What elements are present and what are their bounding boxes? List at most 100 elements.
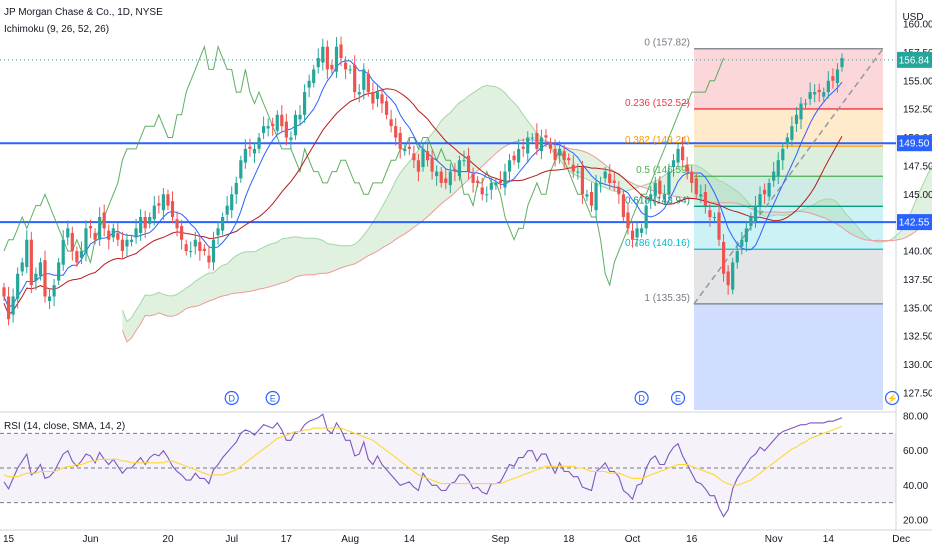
- candle-body: [498, 180, 503, 183]
- candle-body: [721, 241, 726, 274]
- candle-body: [143, 217, 147, 229]
- candle-body: [758, 194, 762, 206]
- time-tick-label: Jul: [225, 534, 238, 545]
- candle-body: [116, 232, 120, 240]
- candle-body: [571, 164, 575, 172]
- candle-body: [799, 103, 803, 120]
- candle-body: [626, 212, 630, 229]
- event-marker-label: E: [270, 394, 276, 404]
- hline-price-badge: [897, 135, 932, 152]
- candle-body: [152, 205, 156, 220]
- candle-body: [161, 194, 166, 211]
- candle-body: [840, 58, 844, 68]
- candle-body: [348, 69, 352, 71]
- candle-body: [375, 92, 380, 99]
- candle-body: [753, 205, 758, 222]
- candle-body: [312, 69, 316, 84]
- candle-body: [139, 217, 143, 233]
- candle-body: [558, 148, 562, 156]
- candle-body: [134, 228, 138, 238]
- leading-span-b: [121, 139, 932, 343]
- candle-body: [744, 228, 748, 242]
- candle-body: [717, 212, 721, 240]
- price-tick-label: 147.50: [903, 161, 932, 172]
- base-line: [3, 88, 843, 316]
- candle-body: [239, 160, 243, 179]
- candle-body: [307, 80, 311, 88]
- candle-body: [772, 171, 776, 181]
- candle-body: [366, 73, 370, 93]
- price-tick-label: 155.00: [903, 76, 932, 87]
- candle-body: [658, 180, 662, 195]
- candle-body: [316, 58, 320, 68]
- price-tick-label: 135.00: [903, 303, 932, 314]
- event-marker-icon: [265, 390, 280, 406]
- candle-body: [412, 153, 416, 161]
- candle-body: [599, 182, 603, 184]
- rsi-tick-label: 40.00: [903, 481, 928, 492]
- candle-body: [293, 114, 298, 136]
- candle-body: [471, 173, 475, 183]
- candle-body: [544, 135, 548, 138]
- event-marker-label: ⚡: [886, 393, 897, 405]
- candle-body: [330, 64, 334, 70]
- candle-body: [398, 132, 402, 149]
- candle-body: [407, 146, 411, 149]
- candle-body: [526, 137, 530, 154]
- candle-body: [480, 187, 484, 195]
- time-tick-label: Sep: [492, 534, 510, 545]
- time-tick-label: Oct: [625, 534, 641, 545]
- last-price-label: 156.84: [899, 55, 930, 66]
- candle-body: [302, 92, 307, 115]
- candle-body: [644, 205, 648, 229]
- price-tick-label: 140.00: [903, 247, 932, 258]
- fib-level-label: 1 (135.35): [644, 293, 690, 304]
- candle-body: [662, 194, 666, 199]
- candle-body: [52, 285, 56, 297]
- candle-body: [813, 92, 817, 95]
- event-marker-label: D: [638, 394, 645, 404]
- candle-body: [93, 232, 97, 240]
- event-marker-icon: [670, 390, 686, 406]
- candle-body: [111, 228, 115, 238]
- candle-body: [817, 89, 821, 93]
- candle-body: [198, 241, 202, 252]
- candle-body: [630, 230, 635, 240]
- candle-body: [125, 239, 129, 247]
- candle-body: [248, 146, 252, 149]
- candle-body: [580, 167, 585, 195]
- rsi-label: RSI (14, close, SMA, 14, 2): [4, 421, 126, 432]
- candle-body: [98, 217, 102, 240]
- candle-body: [690, 171, 694, 183]
- candle-body: [193, 239, 197, 247]
- candle-body: [202, 248, 206, 252]
- candle-body: [562, 151, 566, 161]
- candle-body: [425, 151, 430, 161]
- candle-body: [20, 262, 24, 272]
- candle-body: [539, 137, 544, 152]
- candle-body: [394, 126, 398, 138]
- candle-body: [389, 119, 393, 127]
- time-tick-label: 16: [686, 534, 698, 545]
- candle-body: [221, 217, 225, 231]
- candle-body: [671, 160, 676, 168]
- event-marker-icon: [634, 390, 649, 406]
- candle-body: [334, 46, 339, 72]
- event-marker-icon: [224, 390, 239, 406]
- candle-body: [649, 194, 653, 202]
- fib-level-label: 0.786 (140.16): [625, 238, 690, 249]
- candle-body: [585, 194, 589, 197]
- price-tick-label: 137.50: [903, 275, 932, 286]
- candle-body: [776, 160, 780, 177]
- candle-body: [448, 171, 452, 186]
- candle-body: [503, 171, 507, 188]
- candle-body: [466, 155, 471, 172]
- candle-body: [289, 137, 293, 140]
- fib-zone: [694, 249, 883, 304]
- candle-body: [148, 217, 152, 224]
- candle-body: [476, 180, 480, 183]
- time-tick-label: Dec: [892, 534, 910, 545]
- candle-body: [266, 126, 270, 129]
- candle-body: [180, 226, 184, 240]
